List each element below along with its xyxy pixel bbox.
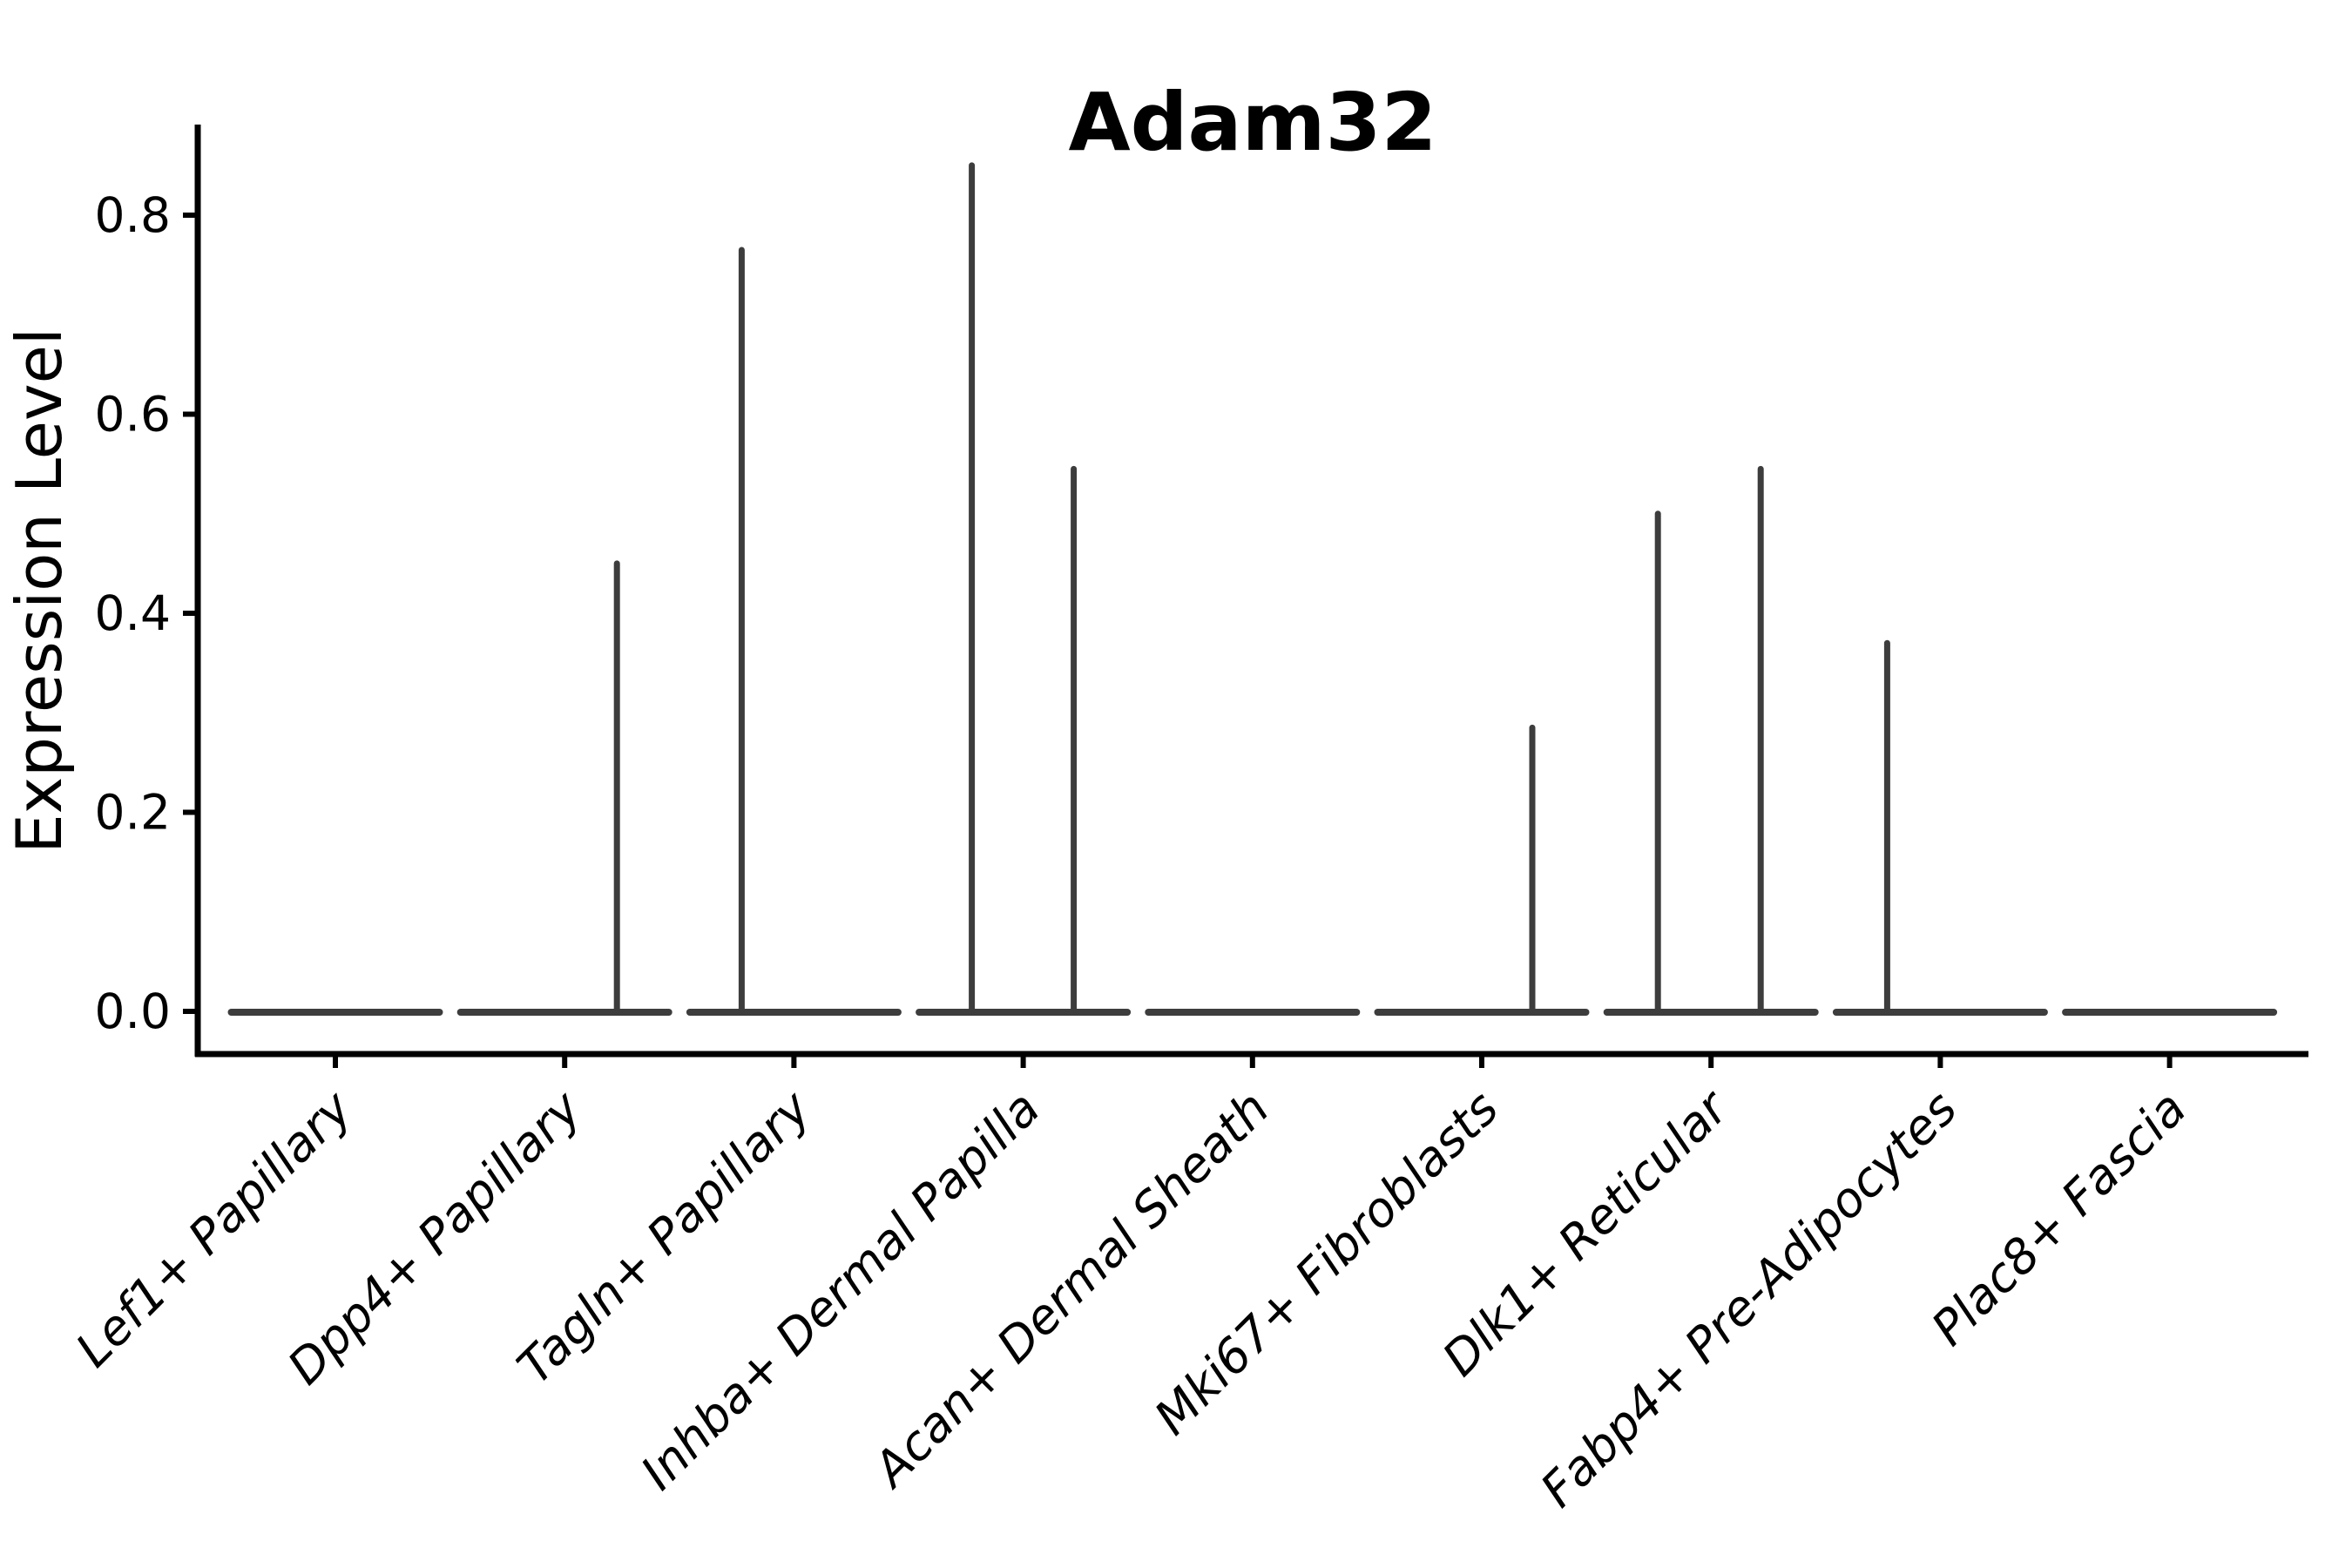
violin: [916, 162, 1132, 1016]
violin: [686, 247, 902, 1016]
y-tick-label: 0.6: [95, 387, 171, 443]
y-tick-label: 0.0: [95, 983, 171, 1039]
violin: [456, 560, 672, 1016]
x-tick-label: Inhba+ Dermal Papilla: [630, 1080, 1050, 1500]
y-axis-ticks: 0.0 0.2 0.4 0.6 0.8: [95, 187, 195, 1039]
violin: [1832, 639, 2048, 1016]
violins: [227, 162, 2278, 1016]
y-axis-label: Expression Level: [3, 328, 76, 854]
violin: [1374, 724, 1590, 1016]
x-tick-label: Fabp4+ Pre-Adipocytes: [1530, 1080, 1967, 1517]
chart-title: Adam32: [1068, 76, 1436, 169]
y-tick-label: 0.2: [95, 785, 171, 841]
violin: [1603, 465, 1819, 1016]
y-tick-label: 0.4: [95, 585, 171, 641]
x-tick-label: Acan+ Dermal Sheath: [861, 1080, 1280, 1499]
y-tick-label: 0.8: [95, 187, 171, 243]
axes: [194, 125, 2308, 1058]
